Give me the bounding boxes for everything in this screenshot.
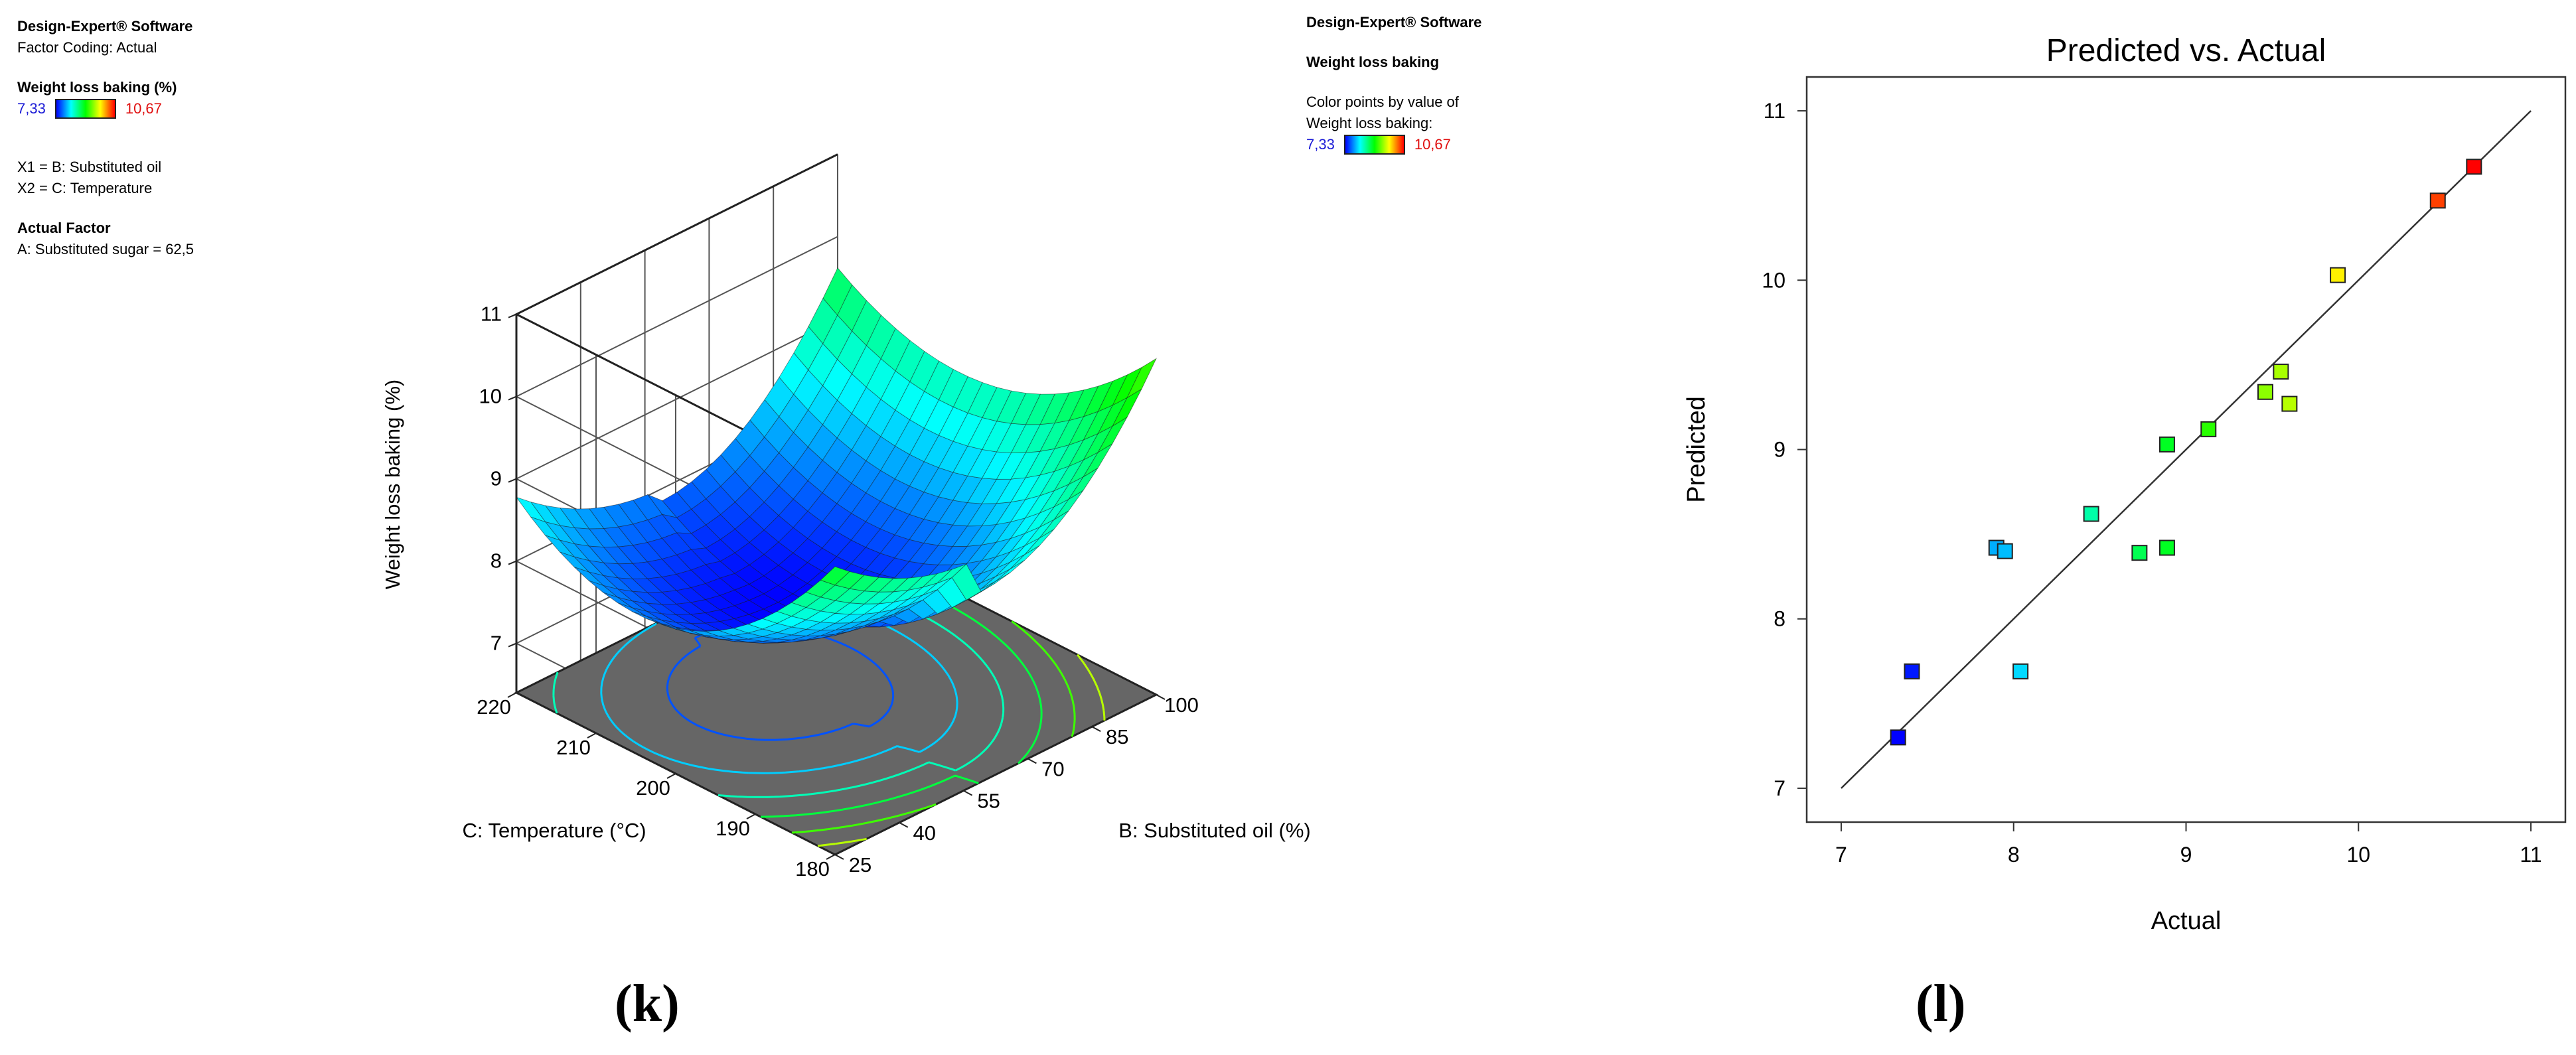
y-tick-label: 10 bbox=[1762, 268, 1785, 292]
z-tick-label: 9 bbox=[491, 467, 502, 490]
z-tick bbox=[508, 642, 517, 648]
x-tick-label: 70 bbox=[1041, 757, 1064, 780]
factor-coding: Factor Coding: Actual bbox=[17, 39, 157, 56]
color-legend: 7,33 10,67 bbox=[17, 98, 194, 119]
z-tick bbox=[508, 313, 517, 318]
surface-facet bbox=[1126, 358, 1157, 399]
y-tick-label: 7 bbox=[1774, 776, 1785, 800]
scatter-plot-group: Predicted vs. Actual 7 8 9 10 11 7 8 9 10 11 Actual… bbox=[1683, 33, 2567, 935]
legend-max-2: 10,67 bbox=[1414, 136, 1451, 153]
surface-info-panel: Design-Expert® Software Factor Coding: A… bbox=[17, 16, 194, 260]
y-tick bbox=[587, 733, 597, 738]
y-tick bbox=[746, 813, 756, 819]
legend-min-2: 7,33 bbox=[1306, 136, 1335, 153]
response-name-2: Weight loss baking bbox=[1306, 54, 1440, 70]
y-tick bbox=[666, 773, 676, 779]
response-name: Weight loss baking (%) bbox=[17, 79, 177, 96]
x-tick-label: 55 bbox=[977, 790, 1000, 813]
x-tick bbox=[899, 821, 909, 828]
x-tick-label: 85 bbox=[1106, 725, 1128, 748]
z-tick bbox=[508, 560, 517, 565]
data-point bbox=[2330, 267, 2346, 283]
data-point bbox=[1997, 543, 2013, 559]
data-point bbox=[1904, 663, 1920, 679]
y-tick-label: 190 bbox=[716, 817, 750, 840]
x1-definition: X1 = B: Substituted oil bbox=[17, 159, 162, 175]
data-point bbox=[2257, 384, 2273, 400]
x-tick bbox=[1156, 694, 1166, 700]
color-note-2: Weight loss baking: bbox=[1306, 115, 1433, 131]
x-tick bbox=[1027, 758, 1037, 764]
y-tick bbox=[826, 854, 836, 860]
y-tick bbox=[507, 692, 517, 698]
y-tick-label: 180 bbox=[795, 857, 830, 880]
y-axis-title: C: Temperature (°C) bbox=[462, 819, 646, 842]
legend-min: 7,33 bbox=[17, 100, 46, 117]
x-tick-label: 100 bbox=[1164, 693, 1199, 717]
x-tick bbox=[963, 790, 973, 796]
x-tick-label: 11 bbox=[2520, 843, 2541, 867]
y-tick-label: 11 bbox=[1764, 99, 1785, 123]
data-point bbox=[2159, 539, 2175, 556]
x-axis-title: B: Substituted oil (%) bbox=[1118, 819, 1310, 842]
x-tick-label: 7 bbox=[1835, 843, 1847, 867]
software-name: Design-Expert® Software bbox=[17, 18, 193, 35]
panel-label-k: (k) bbox=[615, 975, 680, 1033]
x-tick-label: 40 bbox=[913, 821, 936, 845]
data-point bbox=[2012, 663, 2029, 679]
data-point bbox=[2281, 395, 2298, 412]
y-axis-title: Predicted bbox=[1683, 396, 1710, 503]
z-tick-label: 8 bbox=[491, 549, 502, 573]
surface-plot-group: 7 8 9 10 11 25 40 55 70 85 100 180 190 200 210 220 B: Su… bbox=[381, 153, 1311, 880]
floor-contour-line bbox=[817, 532, 1106, 847]
data-point bbox=[2273, 364, 2289, 380]
chart-title: Predicted vs. Actual bbox=[2046, 33, 2326, 68]
data-point bbox=[2159, 436, 2175, 453]
software-name-2: Design-Expert® Software bbox=[1306, 14, 1482, 31]
x-tick-label: 8 bbox=[2008, 843, 2020, 867]
actual-factor-value: A: Substituted sugar = 62,5 bbox=[17, 241, 194, 257]
color-bar-2 bbox=[1343, 135, 1405, 155]
data-point bbox=[2466, 159, 2482, 175]
y-tick-label: 9 bbox=[1774, 438, 1785, 462]
y-tick-label: 200 bbox=[636, 776, 670, 800]
color-bar bbox=[54, 99, 116, 119]
panel-label-l: (l) bbox=[1916, 975, 1966, 1033]
color-legend-2: 7,33 10,67 bbox=[1306, 134, 1481, 155]
z-tick bbox=[508, 478, 517, 483]
data-point bbox=[2131, 545, 2148, 561]
x-tick bbox=[1091, 726, 1101, 733]
x-tick-label: 9 bbox=[2180, 843, 2192, 867]
reference-line bbox=[1841, 110, 2532, 789]
z-axis-title: Weight loss baking (%) bbox=[381, 380, 404, 589]
y-tick-label: 210 bbox=[556, 736, 591, 759]
x2-definition: X2 = C: Temperature bbox=[17, 180, 153, 196]
color-note-1: Color points by value of bbox=[1306, 94, 1459, 110]
actual-factor-title: Actual Factor bbox=[17, 220, 111, 236]
data-point bbox=[2429, 192, 2446, 209]
y-tick-label: 220 bbox=[477, 695, 511, 719]
x-axis-title: Actual bbox=[2151, 907, 2222, 935]
z-tick-label: 10 bbox=[479, 385, 502, 408]
z-tick-label: 7 bbox=[491, 632, 502, 655]
x-tick-label: 25 bbox=[849, 853, 871, 877]
x-tick-label: 10 bbox=[2346, 843, 2370, 867]
data-point bbox=[2200, 421, 2217, 437]
legend-max: 10,67 bbox=[125, 100, 162, 117]
z-tick bbox=[508, 395, 517, 401]
scatter-info-panel: Design-Expert® Software Weight loss baki… bbox=[1306, 12, 1481, 155]
data-point bbox=[2083, 506, 2099, 522]
data-point bbox=[1890, 729, 1906, 746]
x-tick bbox=[834, 854, 844, 860]
y-tick-label: 8 bbox=[1774, 607, 1785, 631]
z-tick-label: 11 bbox=[481, 303, 502, 326]
